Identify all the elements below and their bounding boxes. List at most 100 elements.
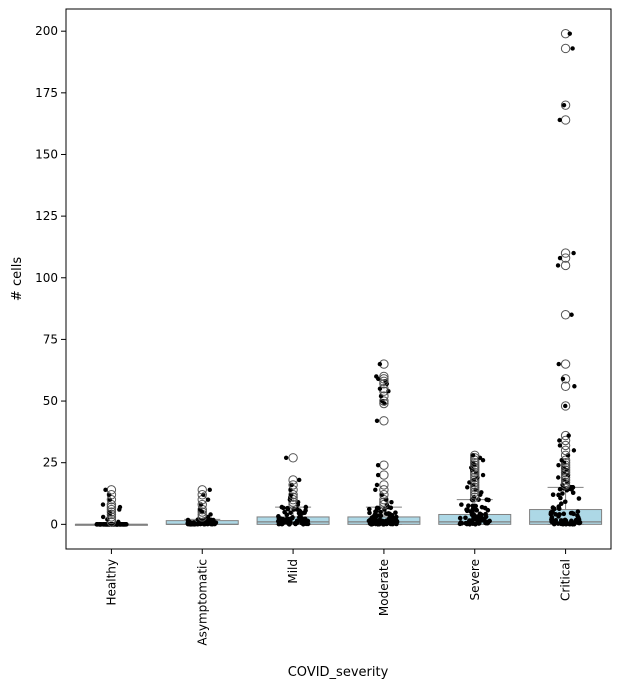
strip-point [464,520,469,526]
strip-point [563,521,569,527]
y-tick-label: 50 [43,394,58,408]
strip-point [576,517,582,522]
strip-point [473,503,479,509]
x-tick-label-asymptomatic: Asymptomatic [195,559,209,646]
strip-point [549,516,554,522]
y-tick-label: 100 [35,271,58,285]
strip-point [567,31,572,36]
strip-point [576,520,581,526]
outlier-marker [379,376,389,387]
outlier-marker [106,494,117,505]
strip-point [374,482,380,488]
outlier-marker [197,499,207,510]
outlier-marker [560,401,571,411]
strip-point [466,503,471,509]
strip-point [575,513,580,519]
outlier-marker [470,492,480,502]
strip-point [389,519,394,525]
x-tick-label-mild: Mild [286,559,300,584]
outlier-marker [379,480,389,490]
strip-point [293,521,298,527]
outlier-marker [470,475,480,485]
strip-point [553,512,558,517]
strip-point [375,522,381,527]
outlier-marker [106,517,117,527]
strip-point [556,475,561,480]
outlier-marker [379,396,389,406]
strip-point [560,491,565,496]
strip-point [373,487,378,493]
strip-point [297,477,302,483]
box-group-moderate [347,359,421,527]
strip-point [378,513,384,519]
box-group-mild [256,453,330,527]
strip-point [550,505,556,510]
strip-point [298,517,303,523]
strip-point [122,522,127,527]
plot-frame [65,8,612,550]
outlier-marker [470,460,480,470]
strip-point [377,386,383,391]
outlier-marker [560,460,571,470]
strip-point [475,520,481,526]
strip-point [98,522,103,527]
strip-point [470,521,476,526]
strip-point [557,255,563,261]
box-group-asymptomatic [165,485,239,527]
outlier-marker [197,507,207,517]
strip-point [205,497,211,502]
outlier-marker [288,453,298,463]
strip-point [557,443,563,448]
strip-point [570,46,575,51]
strip-point [468,509,474,514]
strip-point [557,486,563,492]
outlier-marker [106,502,117,512]
y-tick-label: 25 [43,456,58,470]
outlier-marker [379,485,389,495]
strip-point [374,418,380,423]
outlier-marker [106,504,117,515]
outlier-marker [470,450,480,461]
strip-point [575,509,581,514]
plot-layer [74,28,603,527]
strip-point [562,499,568,505]
outlier-marker [470,457,480,468]
strip-point [480,472,486,478]
strip-point [117,504,123,510]
y-tick-label: 0 [50,517,58,531]
strip-point [303,504,309,510]
strip-point [375,462,381,468]
strip-point [482,505,488,511]
y-tick-label: 175 [35,86,58,100]
strip-point [286,516,292,522]
strip-point [562,517,568,523]
outlier-marker [197,485,207,495]
strip-point [372,517,378,522]
outlier-marker [560,43,571,54]
outlier-marker [379,490,389,500]
strip-point [383,511,389,516]
strip-point [557,512,562,517]
strip-point [471,517,476,522]
strip-point [548,510,554,515]
strip-point [280,505,286,511]
strip-point [459,521,465,526]
outlier-marker [106,507,117,517]
y-tick-label: 200 [35,24,58,38]
outlier-marker [288,480,298,490]
outlier-marker [379,497,389,507]
strip-point [556,504,562,509]
strip-point [100,514,106,520]
strip-point [366,506,372,512]
strip-point [550,492,556,497]
outlier-marker [106,509,117,520]
strip-point [189,520,194,526]
y-tick-label: 150 [35,147,58,161]
box-group-healthy [74,485,148,527]
strip-point [561,102,567,108]
strip-point [557,117,562,123]
strip-point [465,485,470,490]
x-tick-label-healthy: Healthy [104,559,118,606]
outlier-marker [470,467,480,478]
strip-point [290,515,295,520]
